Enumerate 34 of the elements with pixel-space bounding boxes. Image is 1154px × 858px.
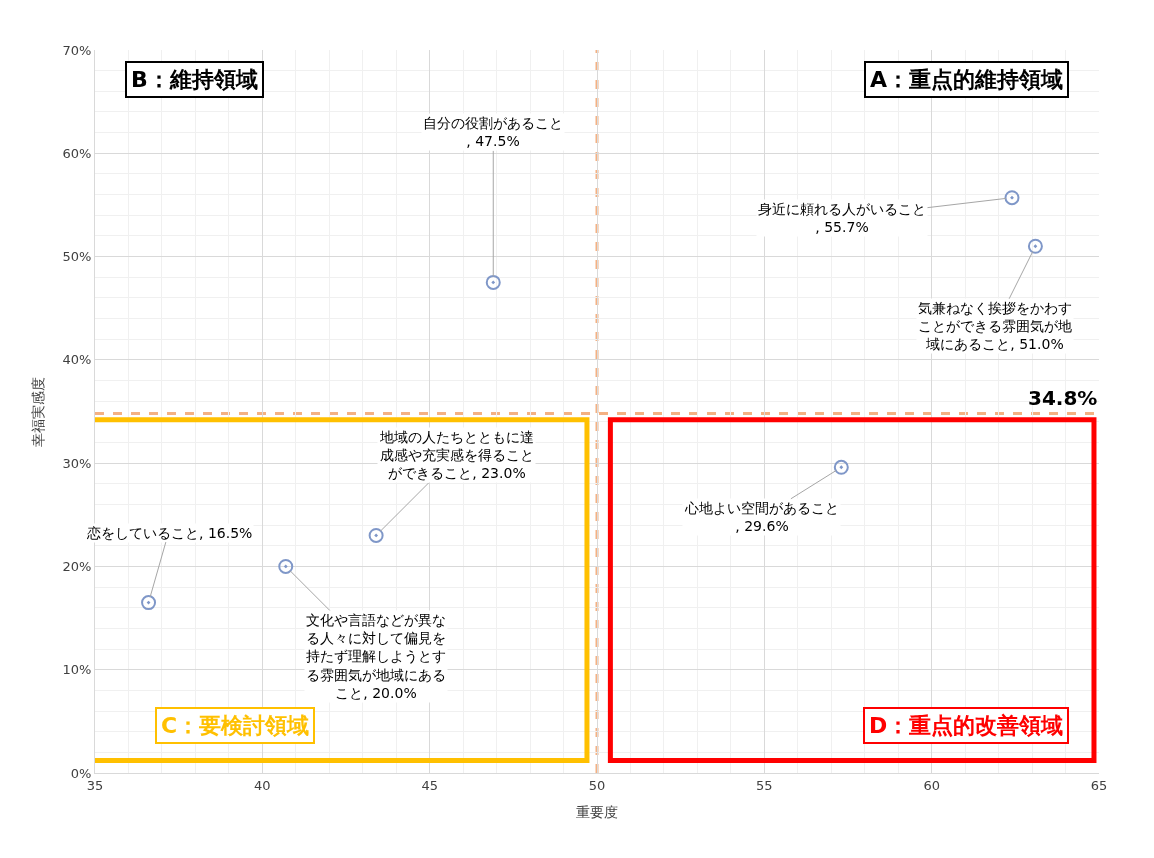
ref-line-label: 34.8% <box>1028 386 1098 410</box>
y-tick-label: 10% <box>62 662 92 678</box>
x-tick-label: 50 <box>588 777 606 793</box>
point <box>1027 238 1043 254</box>
y-tick-label: 50% <box>62 249 92 265</box>
point <box>141 595 157 611</box>
annotation: 自分の役割があること, 47.5% <box>423 115 563 150</box>
x-tick-label: 40 <box>254 777 271 793</box>
x-tick-label: 60 <box>923 777 940 793</box>
y-axis-title: 幸福実感度 <box>30 376 47 447</box>
y-tick-label: 20% <box>62 558 92 574</box>
x-axis-title: 重要度 <box>576 803 618 820</box>
y-tick-label: 70% <box>62 42 92 58</box>
y-tick-label: 40% <box>62 352 92 368</box>
annotation: 地域の人たちとともに達成感や充実感を得ることができること, 23.0% <box>379 429 534 482</box>
annotation: 心地よい空間があること, 29.6% <box>684 500 839 535</box>
annotation: D：重点的改善領域 <box>869 713 1064 738</box>
point <box>485 274 501 290</box>
point <box>368 527 384 543</box>
annotation: 文化や言語などが異なる人々に対して偏見を持たず理解しようとする雰囲気が地域にあること, 20.0% <box>306 612 446 701</box>
x-tick-label: 65 <box>1090 777 1108 793</box>
point <box>1004 190 1020 206</box>
annotation: 気兼ねなく挨拶をかわすことができる雰囲気が地域にあること, 51.0% <box>918 300 1072 353</box>
point <box>833 459 849 475</box>
x-tick-label: 55 <box>756 777 773 793</box>
y-tick-label: 30% <box>62 455 92 471</box>
point <box>278 558 294 574</box>
x-tick-label: 45 <box>421 777 438 793</box>
annotation: B：維持領域 <box>131 67 258 92</box>
annotation: A：重点的維持領域 <box>870 67 1064 92</box>
annotation: 恋をしていること, 16.5% <box>86 525 253 541</box>
annotation: C：要検討領域 <box>161 713 310 738</box>
annotation: 身近に頼れる人がいること, 55.7% <box>758 201 926 236</box>
y-tick-label: 60% <box>62 145 92 161</box>
